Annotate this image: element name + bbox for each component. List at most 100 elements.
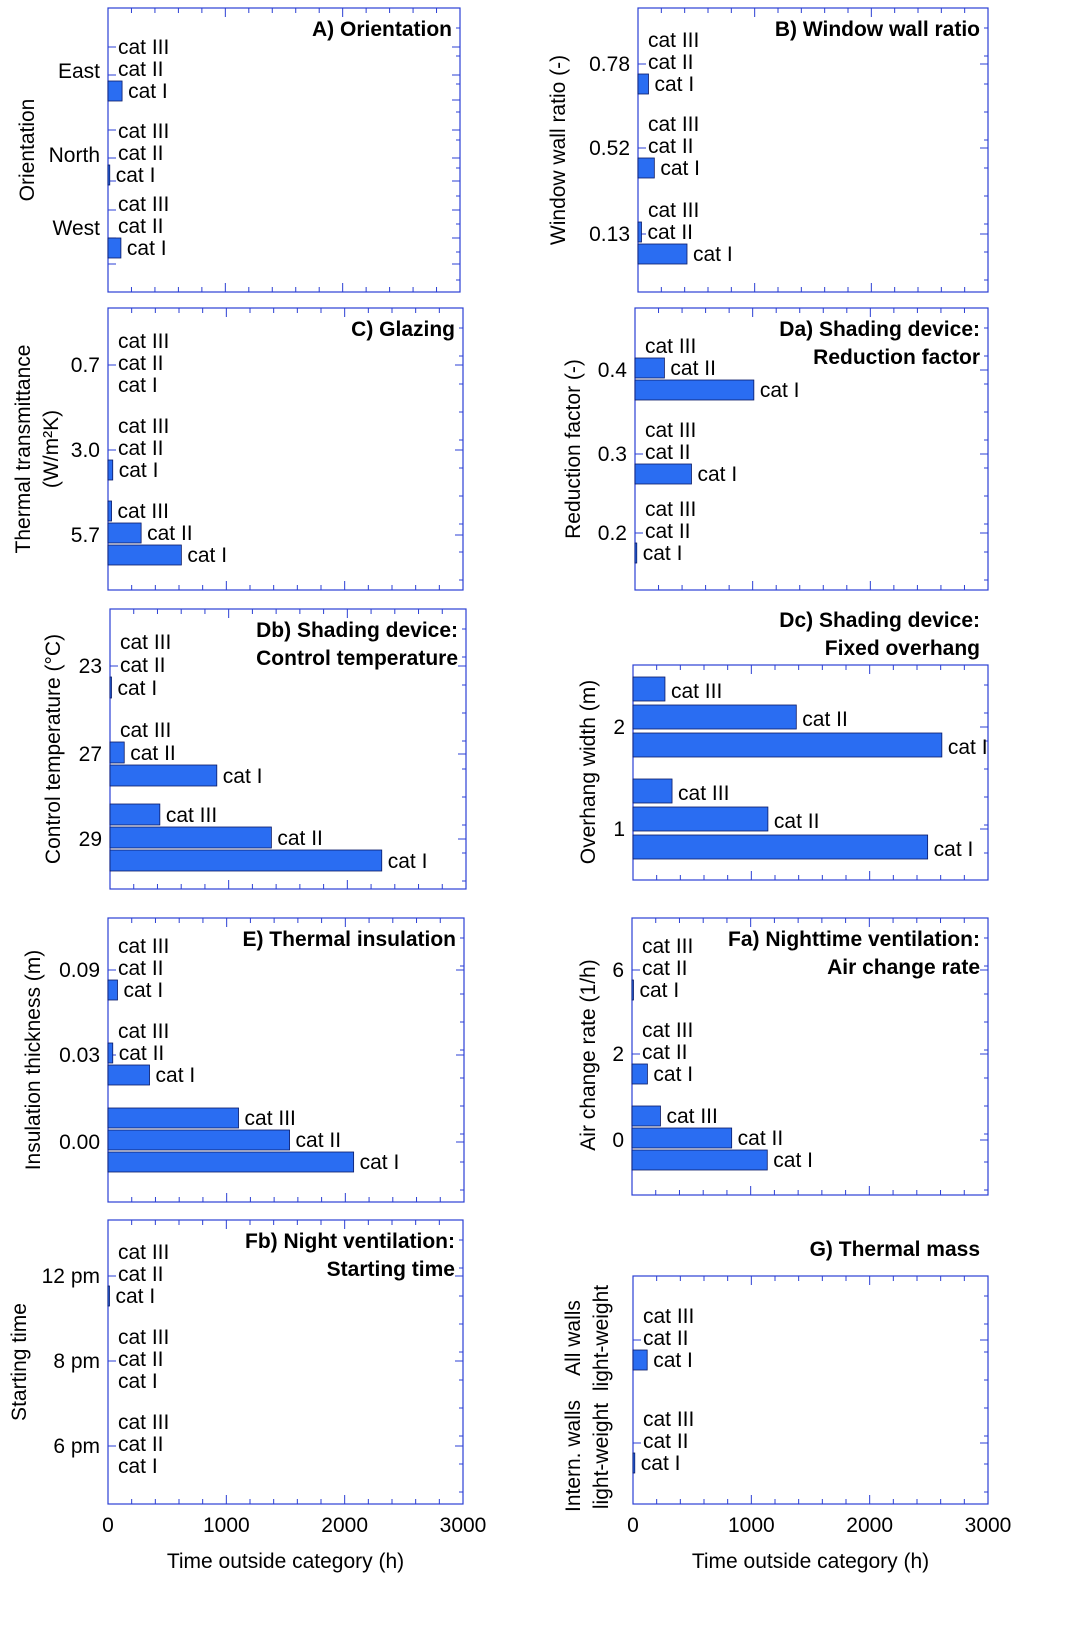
group-label: All walls bbox=[562, 1300, 585, 1376]
group-label: West bbox=[53, 217, 101, 240]
category-label: cat II bbox=[645, 520, 691, 543]
category-label: cat I bbox=[697, 463, 737, 486]
group-label: 5.7 bbox=[71, 524, 100, 547]
bar-cat-iii bbox=[107, 500, 112, 522]
bar-cat-iii bbox=[109, 803, 161, 826]
group-label: 0.3 bbox=[598, 443, 627, 466]
x-tick-label: 2000 bbox=[846, 1514, 893, 1537]
bar-cat-i bbox=[109, 676, 112, 699]
y-axis-label: Window wall ratio (-) bbox=[547, 55, 570, 245]
panel-title: B) Window wall ratio bbox=[775, 18, 980, 41]
category-label: cat III bbox=[120, 719, 171, 742]
x-tick-label: 3000 bbox=[965, 1514, 1012, 1537]
panel-title: Starting time bbox=[327, 1258, 455, 1281]
group-label: 27 bbox=[79, 743, 102, 766]
bar-cat-i bbox=[637, 73, 649, 95]
x-tick-label: 2000 bbox=[321, 1514, 368, 1537]
panel-fa: Fa) Nighttime ventilation: Air change rat… bbox=[577, 917, 989, 1196]
panel-title: Dc) Shading device: bbox=[779, 609, 980, 632]
group-label: 0.52 bbox=[589, 137, 630, 160]
panel-title: Fa) Nighttime ventilation: bbox=[728, 928, 980, 951]
category-label: cat I bbox=[655, 73, 695, 96]
group-label: light-weight bbox=[590, 1403, 613, 1509]
bar-cat-i bbox=[632, 1349, 648, 1371]
category-label: cat II bbox=[147, 522, 193, 545]
y-axis-label: Starting time bbox=[8, 1303, 31, 1421]
category-label: cat II bbox=[643, 1430, 689, 1453]
bar-cat-iii bbox=[631, 1105, 661, 1127]
panel-db: Db) Shading device: Control temperature Co… bbox=[42, 608, 467, 890]
category-label: cat II bbox=[120, 654, 166, 677]
group-label: 8 pm bbox=[53, 1350, 100, 1373]
panel-c: C) Glazing Thermal transmittance (W/m²K) 0.… bbox=[12, 307, 464, 591]
category-label: cat III bbox=[645, 335, 696, 358]
category-label: cat I bbox=[128, 80, 168, 103]
y-axis-label: Insulation thickness (m) bbox=[22, 950, 45, 1171]
panel-title: Da) Shading device: bbox=[779, 318, 980, 341]
bar-cat-ii bbox=[632, 704, 797, 730]
category-label: cat I bbox=[118, 374, 158, 397]
panel-title: E) Thermal insulation bbox=[242, 928, 456, 951]
category-label: cat II bbox=[648, 135, 694, 158]
group-label: Intern. walls bbox=[562, 1400, 585, 1512]
panel-title: Db) Shading device: bbox=[256, 619, 458, 642]
category-label: cat III bbox=[648, 29, 699, 52]
panel-title: C) Glazing bbox=[351, 318, 455, 341]
bar-cat-i bbox=[637, 243, 688, 265]
group-label: North bbox=[49, 144, 100, 167]
bar-cat-ii bbox=[631, 1127, 733, 1149]
x-axis-label: Time outside category (h) bbox=[692, 1550, 929, 1573]
category-label: cat II bbox=[118, 1348, 164, 1371]
bar-cat-ii bbox=[107, 522, 142, 544]
group-label: 0.09 bbox=[59, 959, 100, 982]
x-tick-label: 0 bbox=[627, 1514, 639, 1537]
group-label: 6 pm bbox=[53, 1435, 100, 1458]
group-label: 0.2 bbox=[598, 522, 627, 545]
category-label: cat II bbox=[118, 437, 164, 460]
category-label: cat III bbox=[643, 1305, 694, 1328]
group-label: East bbox=[58, 60, 100, 83]
category-label: cat III bbox=[678, 782, 729, 805]
category-label: cat II bbox=[118, 58, 164, 81]
bar-cat-i bbox=[631, 979, 634, 1001]
category-label: cat II bbox=[802, 708, 848, 731]
category-label: cat I bbox=[693, 243, 733, 266]
category-label: cat I bbox=[660, 157, 700, 180]
category-label: cat II bbox=[738, 1127, 784, 1150]
bar-cat-i bbox=[632, 834, 929, 860]
group-label: 6 bbox=[612, 959, 624, 982]
panel-g: G) Thermal mass All walls light-weight cat … bbox=[562, 1238, 1011, 1573]
plot-frame bbox=[634, 307, 989, 591]
category-label: cat III bbox=[118, 330, 169, 353]
category-label: cat III bbox=[118, 36, 169, 59]
plot-frame bbox=[632, 1275, 989, 1505]
category-label: cat I bbox=[116, 1285, 156, 1308]
category-label: cat I bbox=[640, 979, 680, 1002]
bar-cat-iii bbox=[632, 676, 666, 702]
y-axis-label: Control temperature (°C) bbox=[42, 634, 65, 864]
group-label: 2 bbox=[613, 716, 625, 739]
x-tick-label: 3000 bbox=[440, 1514, 487, 1537]
y-axis-label: Reduction factor (-) bbox=[562, 359, 585, 539]
category-label: cat II bbox=[118, 215, 164, 238]
category-label: cat I bbox=[116, 164, 156, 187]
category-label: cat II bbox=[118, 1433, 164, 1456]
category-label: cat III bbox=[666, 1105, 717, 1128]
category-label: cat III bbox=[118, 1411, 169, 1434]
category-label: cat II bbox=[645, 441, 691, 464]
panel-title: G) Thermal mass bbox=[810, 1238, 980, 1261]
category-label: cat III bbox=[645, 498, 696, 521]
group-label: 23 bbox=[79, 655, 102, 678]
panel-title: Fb) Night ventilation: bbox=[245, 1230, 455, 1253]
category-label: cat II bbox=[118, 1263, 164, 1286]
bar-cat-iii bbox=[632, 778, 673, 804]
plot-frame bbox=[107, 7, 461, 293]
category-label: cat I bbox=[156, 1064, 196, 1087]
category-label: cat III bbox=[118, 120, 169, 143]
panel-dc: Dc) Shading device: Fixed overhang Overhan… bbox=[577, 609, 989, 881]
x-tick-label: 1000 bbox=[203, 1514, 250, 1537]
category-label: cat III bbox=[118, 1326, 169, 1349]
group-label: 2 bbox=[612, 1043, 624, 1066]
category-label: cat I bbox=[653, 1063, 693, 1086]
